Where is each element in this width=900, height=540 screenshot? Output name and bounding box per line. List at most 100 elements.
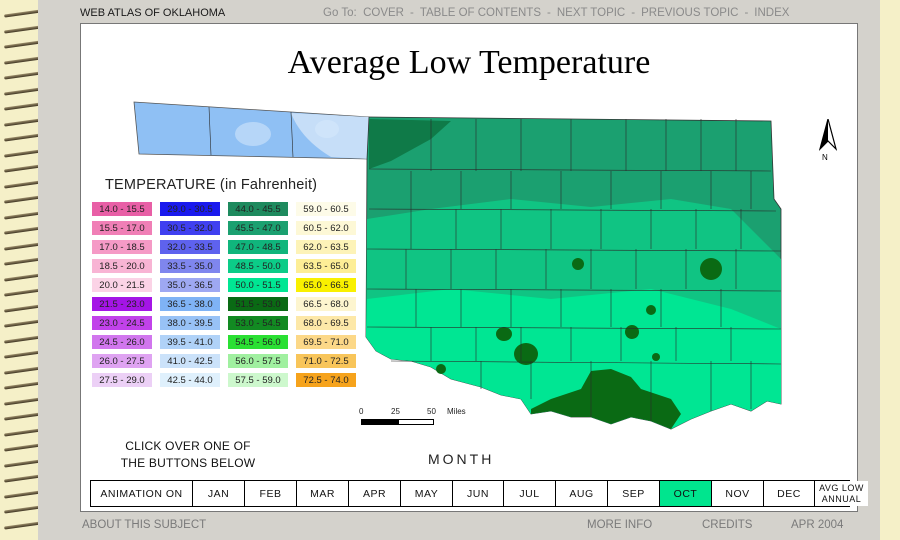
month-button-jul[interactable]: JUL	[504, 481, 556, 506]
legend-swatch: 45.5 - 47.0	[227, 220, 289, 236]
month-button-oct[interactable]: OCT	[660, 481, 712, 506]
legend-swatch: 14.0 - 15.5	[91, 201, 153, 217]
legend-swatch: 71.0 - 72.5	[295, 353, 357, 369]
legend-swatch: 60.5 - 62.0	[295, 220, 357, 236]
month-button-feb[interactable]: FEB	[245, 481, 297, 506]
annual-average-button[interactable]: AVG LOW ANNUAL	[815, 481, 868, 506]
warm-spot	[646, 305, 656, 315]
legend-swatch: 54.5 - 56.0	[227, 334, 289, 350]
month-button-bar: ANIMATION ON JAN FEB MAR APR MAY JUN JUL…	[90, 480, 868, 507]
warm-spot	[625, 325, 639, 339]
warm-spot	[514, 343, 538, 365]
legend-swatch: 66.5 - 68.0	[295, 296, 357, 312]
top-navigation-bar: WEB ATLAS OF OKLAHOMA Go To: COVER - TAB…	[80, 7, 870, 23]
warm-spot	[436, 364, 446, 374]
month-button-dec[interactable]: DEC	[764, 481, 815, 506]
nav-separator: -	[547, 7, 551, 19]
legend-swatch: 33.5 - 35.0	[159, 258, 221, 274]
temperature-legend: 14.0 - 15.5 29.0 - 30.5 44.0 - 45.5 59.0 - …	[91, 201, 357, 388]
legend-swatch: 65.0 - 66.5	[295, 277, 357, 293]
warm-spot	[572, 258, 584, 270]
scale-bar: 0 25 50 Miles	[359, 407, 471, 431]
legend-swatch: 57.5 - 59.0	[227, 372, 289, 388]
map-title: Average Low Temperature	[287, 44, 651, 81]
north-label: N	[822, 153, 828, 162]
map-panel: Average Low Temperature	[80, 23, 868, 512]
oklahoma-temperature-map	[133, 101, 782, 430]
goto-nav: Go To: COVER - TABLE OF CONTENTS - NEXT …	[323, 7, 789, 19]
scale-tick-0: 0	[359, 407, 364, 416]
north-arrow-icon	[818, 116, 838, 158]
about-this-subject-link[interactable]: ABOUT THIS SUBJECT	[82, 519, 207, 531]
legend-swatch: 15.5 - 17.0	[91, 220, 153, 236]
annual-button-line-2: ANNUAL	[821, 493, 862, 504]
legend-swatch: 38.0 - 39.5	[159, 315, 221, 331]
scale-tick-50: 50	[427, 407, 436, 416]
legend-swatch: 62.0 - 63.5	[295, 239, 357, 255]
more-info-link[interactable]: MORE INFO	[587, 519, 653, 531]
legend-swatch: 44.0 - 45.5	[227, 201, 289, 217]
warm-spot	[700, 258, 722, 280]
month-label: MONTH	[428, 451, 495, 467]
legend-swatch: 56.0 - 57.5	[227, 353, 289, 369]
credits-link[interactable]: CREDITS	[702, 519, 753, 531]
legend-title: TEMPERATURE (in Fahrenheit)	[105, 177, 318, 193]
legend-swatch: 21.5 - 23.0	[91, 296, 153, 312]
nav-separator: -	[409, 7, 414, 19]
nav-link-table-of-contents[interactable]: TABLE OF CONTENTS	[419, 7, 542, 19]
nav-link-index[interactable]: INDEX	[754, 7, 790, 19]
month-button-may[interactable]: MAY	[401, 481, 453, 506]
southern-warm-zone	[531, 369, 681, 429]
legend-swatch: 17.0 - 18.5	[91, 239, 153, 255]
warm-spot	[652, 353, 660, 361]
date-label: APR 2004	[791, 519, 844, 531]
month-button-jun[interactable]: JUN	[453, 481, 504, 506]
scale-unit: Miles	[447, 407, 466, 416]
instruction-text: CLICK OVER ONE OF THE BUTTONS BELOW	[93, 438, 283, 472]
legend-swatch: 26.0 - 27.5	[91, 353, 153, 369]
legend-swatch: 36.5 - 38.0	[159, 296, 221, 312]
warm-spot	[496, 327, 512, 341]
nav-link-next-topic[interactable]: NEXT TOPIC	[556, 7, 626, 19]
month-button-mar[interactable]: MAR	[297, 481, 349, 506]
nav-separator: -	[744, 7, 749, 19]
animation-on-button[interactable]: ANIMATION ON	[91, 481, 193, 506]
legend-swatch: 18.5 - 20.0	[91, 258, 153, 274]
legend-swatch: 41.0 - 42.5	[159, 353, 221, 369]
legend-swatch: 72.5 - 74.0	[295, 372, 357, 388]
county-lines	[208, 106, 782, 421]
month-button-sep[interactable]: SEP	[608, 481, 660, 506]
legend-swatch: 48.5 - 50.0	[227, 258, 289, 274]
panhandle-light-spot	[315, 120, 339, 138]
scale-tick-25: 25	[391, 407, 400, 416]
legend-swatch: 50.0 - 51.5	[227, 277, 289, 293]
nav-link-previous-topic[interactable]: PREVIOUS TOPIC	[641, 7, 739, 19]
legend-swatch: 63.5 - 65.0	[295, 258, 357, 274]
atlas-title: WEB ATLAS OF OKLAHOMA	[80, 7, 226, 19]
legend-swatch: 69.5 - 71.0	[295, 334, 357, 350]
nav-separator: -	[631, 7, 636, 19]
scale-bar-fill	[361, 419, 399, 425]
instruction-line-2: THE BUTTONS BELOW	[120, 456, 256, 470]
month-button-nov[interactable]: NOV	[712, 481, 764, 506]
goto-label: Go To:	[323, 7, 357, 19]
legend-swatch: 42.5 - 44.0	[159, 372, 221, 388]
legend-swatch: 24.5 - 26.0	[91, 334, 153, 350]
legend-swatch: 68.0 - 69.5	[295, 315, 357, 331]
scale-bar-blank	[398, 419, 434, 425]
nav-link-cover[interactable]: COVER	[363, 7, 404, 19]
legend-swatch: 51.5 - 53.0	[227, 296, 289, 312]
legend-swatch: 29.0 - 30.5	[159, 201, 221, 217]
month-button-apr[interactable]: APR	[349, 481, 401, 506]
month-button-jan[interactable]: JAN	[193, 481, 245, 506]
legend-swatch: 47.0 - 48.5	[227, 239, 289, 255]
legend-swatch: 20.0 - 21.5	[91, 277, 153, 293]
legend-swatch: 32.0 - 33.5	[159, 239, 221, 255]
month-button-aug[interactable]: AUG	[556, 481, 608, 506]
legend-swatch: 35.0 - 36.5	[159, 277, 221, 293]
panhandle-light-spot	[235, 122, 271, 146]
legend-swatch: 30.5 - 32.0	[159, 220, 221, 236]
legend-swatch: 23.0 - 24.5	[91, 315, 153, 331]
legend-swatch: 27.5 - 29.0	[91, 372, 153, 388]
brightest-green-zone	[366, 289, 781, 429]
